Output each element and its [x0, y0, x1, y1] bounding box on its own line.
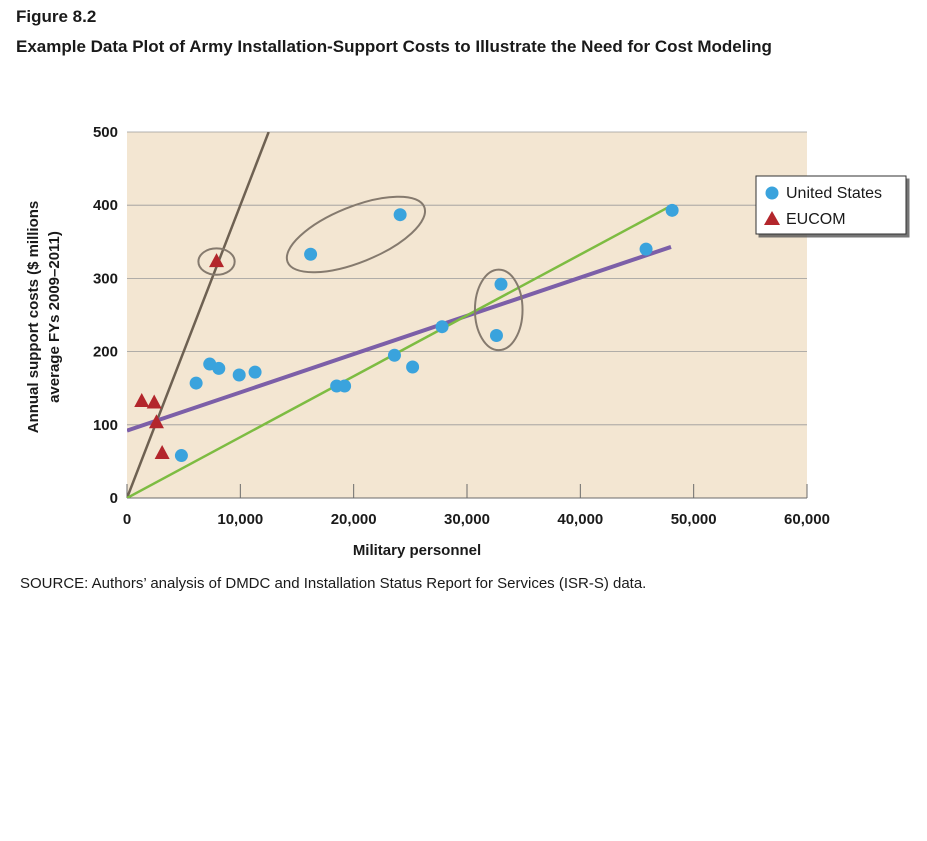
scatter-chart: 0 10,000 20,000 30,000 40,000 50,000 60,000 0 10…: [25, 124, 907, 559]
x-tick-label: 50,000: [671, 511, 717, 528]
figure-title: Example Data Plot of Army Installation-S…: [16, 37, 772, 56]
x-tick-label: 40,000: [557, 511, 603, 528]
y-tick-label: 0: [110, 490, 118, 507]
point-united-states: [232, 368, 246, 382]
data-points: [134, 203, 679, 463]
point-united-states: [639, 242, 653, 256]
figure-label: Figure 8.2: [16, 7, 97, 26]
x-axis-label: Military personnel: [353, 542, 481, 559]
point-united-states: [304, 247, 318, 261]
y-tick-label: 300: [93, 270, 118, 287]
point-united-states: [189, 376, 203, 390]
point-united-states: [174, 449, 188, 463]
axes: 0 10,000 20,000 30,000 40,000 50,000 60,000 0 10…: [93, 124, 830, 528]
y-tick-label: 500: [93, 124, 118, 141]
legend-swatch-circle: [765, 186, 779, 200]
y-tick-label: 100: [93, 417, 118, 434]
point-united-states: [494, 277, 508, 291]
point-united-states: [665, 203, 679, 217]
point-united-states: [406, 360, 420, 374]
highlight-ellipses: [197, 195, 524, 352]
point-eucom: [134, 392, 150, 407]
highlight-ellipse: [285, 195, 427, 274]
point-eucom: [148, 414, 164, 429]
point-united-states: [248, 365, 262, 379]
trend-line: [127, 245, 672, 433]
x-tick-label: 30,000: [444, 511, 490, 528]
point-united-states: [212, 361, 226, 375]
source-note: SOURCE: Authors’ analysis of DMDC and In…: [20, 575, 647, 592]
legend: United States EUCOM: [755, 175, 907, 235]
x-tick-label: 10,000: [217, 511, 263, 528]
legend-swatch-triangle: [764, 211, 780, 225]
highlight-ellipse: [473, 268, 524, 352]
x-tick-label: 60,000: [784, 511, 830, 528]
legend-box: [755, 175, 907, 235]
y-tick-label: 200: [93, 344, 118, 361]
point-united-states: [435, 320, 449, 334]
y-axis-label-line2: average FYs 2009–2011): [46, 231, 63, 403]
point-eucom: [154, 444, 170, 459]
point-united-states: [387, 348, 401, 362]
y-tick-label: 400: [93, 197, 118, 214]
point-united-states: [393, 208, 407, 222]
legend-label: United States: [786, 185, 882, 202]
point-eucom: [209, 253, 225, 268]
highlight-ellipse: [197, 247, 236, 276]
x-tick-label: 0: [123, 511, 131, 528]
point-united-states: [489, 328, 503, 342]
x-tick-label: 20,000: [331, 511, 377, 528]
legend-label: EUCOM: [786, 211, 846, 228]
gridlines: [127, 131, 807, 426]
point-united-states: [338, 379, 352, 393]
y-axis-label-line1: Annual support costs ($ millions: [25, 201, 42, 434]
point-eucom: [146, 394, 162, 409]
trend-line: [127, 132, 270, 498]
